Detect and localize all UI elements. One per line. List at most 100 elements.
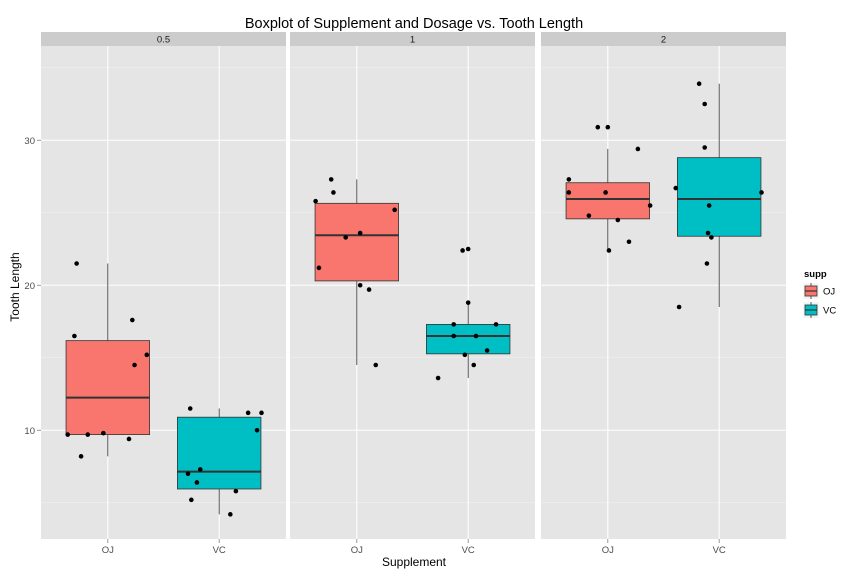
y-tick-label: 10 (24, 426, 35, 437)
data-point (245, 410, 251, 416)
legend-entry-vc: VC (802, 301, 836, 319)
data-point (566, 190, 572, 195)
data-point (566, 177, 572, 182)
data-point (331, 190, 336, 195)
data-point (130, 317, 135, 323)
data-point (194, 480, 200, 485)
x-tick-label: VC (213, 545, 226, 556)
data-point (233, 488, 239, 494)
facet-strip (290, 32, 535, 46)
data-point (484, 348, 490, 353)
data-point (673, 185, 679, 191)
data-point (615, 217, 621, 223)
data-point (702, 101, 708, 107)
data-point (189, 497, 194, 503)
data-point (460, 248, 465, 253)
box-oj (65, 263, 150, 457)
y-axis: 10 20 30 (24, 136, 41, 437)
y-tick-label: 30 (24, 136, 35, 147)
data-point (328, 177, 334, 182)
data-point (586, 213, 592, 218)
box-vc (426, 302, 511, 379)
data-point (705, 230, 711, 236)
facet-strip-label: 2 (661, 35, 666, 46)
data-point (65, 432, 71, 437)
facet-panel-0_5: 0.5 OJ VC (41, 32, 286, 556)
data-point (357, 230, 363, 236)
data-point (605, 124, 611, 130)
data-point (709, 235, 714, 240)
data-point (635, 146, 641, 152)
box-iqr (177, 416, 262, 490)
data-point (254, 427, 260, 433)
y-axis-title: Tooth Length (8, 252, 22, 321)
legend-label: VC (823, 306, 836, 317)
legend: supp OJ VC (802, 269, 836, 319)
data-point (228, 512, 233, 517)
facet-panels: 0.5 OJ VC 1 OJ VC 2 OJ VC 10 20 30 (24, 32, 786, 556)
legend-title: supp (804, 269, 827, 280)
facet-panel-2: 2 OJ VC (541, 32, 786, 556)
data-point (465, 300, 471, 305)
box-iqr (314, 202, 399, 282)
data-point (462, 352, 468, 358)
data-point (626, 239, 632, 245)
x-tick-label: OJ (602, 545, 614, 556)
data-point (85, 432, 91, 437)
facet-panel-1: 1 OJ VC (290, 32, 535, 556)
data-point (465, 246, 471, 252)
data-point (126, 436, 132, 442)
data-point (316, 265, 322, 271)
data-point (74, 261, 79, 266)
panel-background (290, 46, 535, 539)
data-point (706, 203, 712, 208)
data-point (366, 287, 372, 292)
box-iqr (565, 182, 650, 220)
box-iqr (426, 323, 511, 355)
data-point (72, 333, 77, 339)
box-iqr (677, 157, 762, 237)
box-oj (314, 179, 399, 365)
data-point (595, 124, 601, 130)
data-point (647, 203, 653, 208)
box-vc (177, 408, 262, 515)
data-point (259, 410, 264, 416)
data-point (704, 261, 710, 266)
data-point (435, 375, 441, 381)
legend-entry-oj: OJ (802, 282, 835, 300)
data-point (493, 322, 499, 327)
data-point (603, 190, 608, 195)
data-point (451, 322, 457, 327)
data-point (471, 362, 477, 368)
y-tick-label: 20 (24, 281, 35, 292)
data-point (187, 406, 193, 411)
data-point (144, 352, 150, 358)
data-point (451, 333, 457, 339)
facet-strip-label: 1 (410, 35, 415, 46)
data-point (676, 304, 682, 310)
data-point (132, 362, 137, 368)
box-iqr (65, 340, 150, 436)
chart-title: Boxplot of Supplement and Dosage vs. Too… (245, 16, 583, 32)
data-point (606, 248, 612, 253)
data-point (702, 145, 708, 150)
x-tick-label: VC (462, 545, 475, 556)
data-point (313, 198, 318, 204)
data-point (759, 190, 764, 195)
x-axis-title: Supplement (382, 555, 447, 569)
data-point (185, 471, 191, 477)
facet-strip (41, 32, 286, 46)
data-point (696, 81, 702, 86)
legend-label: OJ (823, 287, 835, 298)
x-tick-label: OJ (102, 545, 114, 556)
facet-strip (541, 32, 786, 46)
data-point (357, 282, 363, 288)
panel-background (541, 46, 786, 539)
data-point (373, 362, 379, 368)
data-point (197, 467, 203, 472)
data-point (392, 207, 397, 213)
data-point (343, 235, 348, 240)
data-point (101, 430, 106, 436)
facet-strip-label: 0.5 (157, 35, 170, 46)
